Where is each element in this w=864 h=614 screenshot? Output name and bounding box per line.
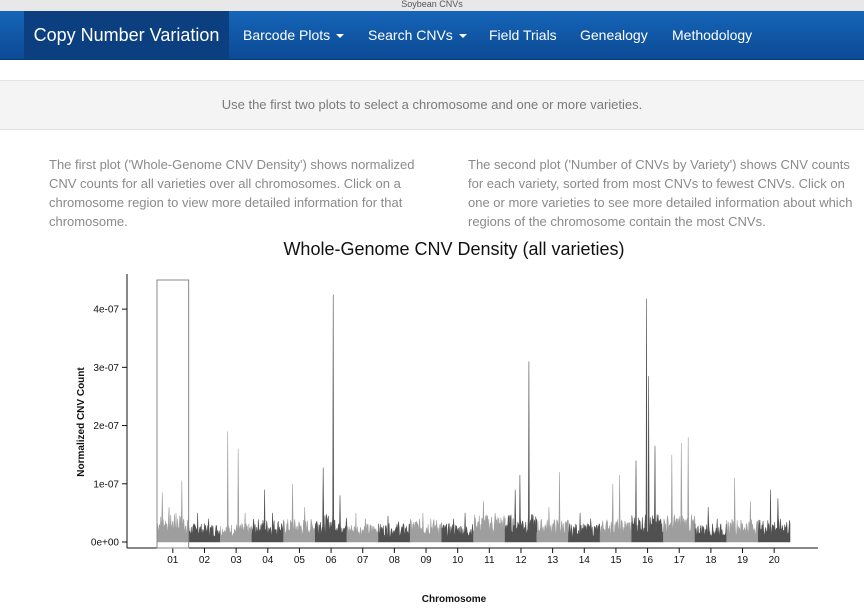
caret-down-icon — [458, 34, 467, 39]
x-tick-label-10: 10 — [452, 555, 464, 566]
x-tick-label-20: 20 — [769, 555, 781, 566]
chromosome-08-density[interactable] — [378, 515, 411, 543]
nav-search-cnvs-label: Search CNVs — [368, 27, 453, 43]
x-tick-label-08: 08 — [389, 555, 401, 566]
density-plot-description: The first plot ('Whole-Genome CNV Densit… — [49, 157, 415, 229]
selected-chromosome-box[interactable] — [156, 279, 190, 549]
y-tick-label: 3e-07 — [93, 363, 119, 374]
x-tick-label-06: 06 — [326, 555, 338, 566]
chart-title: Whole-Genome CNV Density (all varieties) — [283, 239, 624, 259]
x-tick-label-07: 07 — [357, 555, 369, 566]
nav-field-trials[interactable]: Field Trials — [489, 27, 557, 43]
y-tick-label: 1e-07 — [93, 479, 119, 490]
chromosome-10-density[interactable] — [441, 512, 474, 543]
x-tick-label-11: 11 — [484, 555, 495, 566]
chromosome-02-density[interactable] — [188, 512, 221, 543]
x-tick-label-05: 05 — [294, 555, 306, 566]
chromosome-16-density[interactable] — [631, 298, 664, 543]
y-tick-label: 4e-07 — [93, 305, 119, 316]
brand-link[interactable]: Copy Number Variation — [24, 11, 229, 59]
x-tick-label-19: 19 — [737, 555, 749, 566]
y-tick-label: 0e+00 — [91, 538, 120, 549]
chromosome-01-density[interactable] — [156, 480, 189, 543]
caret-down-icon — [336, 34, 345, 39]
x-tick-label-18: 18 — [705, 555, 717, 566]
chromosome-04-density[interactable] — [251, 489, 284, 543]
chromosome-11-density[interactable] — [473, 501, 506, 543]
plot-area: 0e+00 1e-07 2e-07 3e-07 4e-07 01 02 03 04 05 06 07 0… — [91, 274, 818, 566]
x-tick-label-09: 09 — [420, 555, 432, 566]
nav-genealogy[interactable]: Genealogy — [580, 27, 648, 43]
cnv-density-chart[interactable]: Whole-Genome CNV Density (all varieties)… — [0, 232, 864, 614]
chromosome-20-density[interactable] — [758, 489, 791, 543]
top-navbar: Copy Number Variation Barcode Plots Sear… — [0, 11, 864, 60]
y-tick-label: 2e-07 — [93, 421, 119, 432]
x-tick-label-04: 04 — [262, 555, 274, 566]
y-axis-label: Normalized CNV Count — [76, 367, 87, 477]
x-tick-label-12: 12 — [515, 555, 527, 566]
chromosome-18-density[interactable] — [694, 507, 727, 543]
x-tick-label-14: 14 — [579, 555, 591, 566]
x-tick-label-02: 02 — [199, 555, 211, 566]
chromosome-14-density[interactable] — [568, 512, 601, 543]
nav-methodology[interactable]: Methodology — [672, 27, 753, 43]
nav-barcode-plots[interactable]: Barcode Plots — [243, 11, 345, 59]
nav-search-cnvs[interactable]: Search CNVs — [368, 11, 467, 59]
chromosome-09-density[interactable] — [409, 512, 443, 543]
x-axis-label: Chromosome — [422, 594, 487, 605]
x-tick-label-13: 13 — [547, 555, 559, 566]
chromosome-06-density[interactable] — [314, 294, 348, 543]
chromosome-13-density[interactable] — [536, 472, 569, 543]
chromosome-12-density[interactable] — [504, 361, 538, 543]
chromosome-03-density[interactable] — [220, 431, 253, 543]
x-tick-label-16: 16 — [642, 555, 654, 566]
variety-plot-description: The second plot ('Number of CNVs by Vari… — [468, 157, 853, 229]
chromosome-17-density[interactable] — [663, 437, 696, 543]
x-tick-label-17: 17 — [674, 555, 686, 566]
nav-barcode-plots-label: Barcode Plots — [243, 27, 331, 43]
instructions-banner: Use the first two plots to select a chro… — [0, 80, 864, 130]
x-tick-label-03: 03 — [231, 555, 243, 566]
x-tick-label-15: 15 — [610, 555, 622, 566]
chromosome-07-density[interactable] — [346, 512, 379, 543]
chromosome-15-density[interactable] — [599, 474, 633, 543]
x-tick-label-01: 01 — [167, 555, 179, 566]
chromosome-19-density[interactable] — [726, 477, 759, 543]
chromosome-05-density[interactable] — [283, 483, 316, 543]
